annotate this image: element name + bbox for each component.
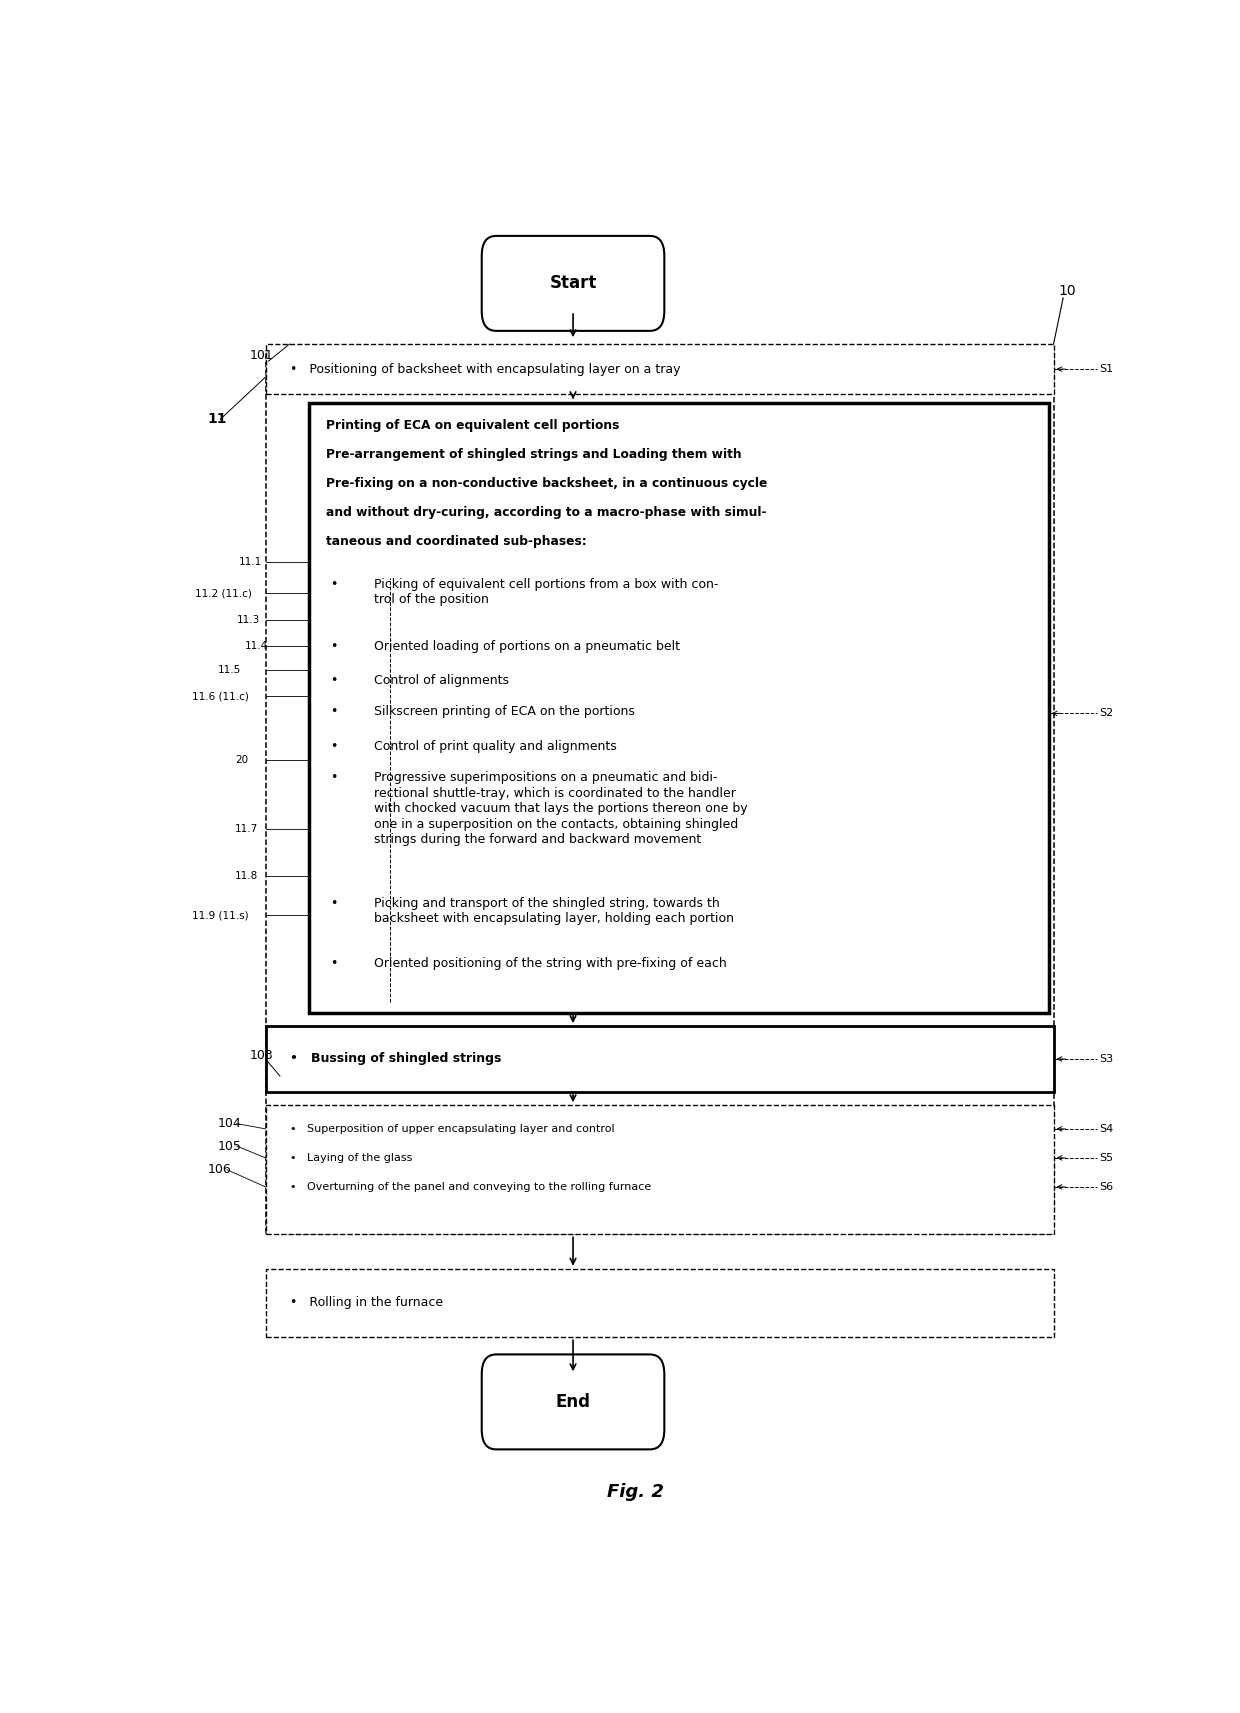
Text: Printing of ECA on equivalent cell portions: Printing of ECA on equivalent cell porti… (326, 420, 620, 432)
Text: Fig. 2: Fig. 2 (608, 1482, 663, 1501)
Text: •: • (330, 706, 337, 718)
Bar (265, 1105, 1054, 1235)
Text: 11.2 (11.c): 11.2 (11.c) (196, 588, 252, 598)
Text: 11.1: 11.1 (238, 557, 262, 567)
Text: 11.3: 11.3 (237, 615, 260, 625)
Text: 104: 104 (217, 1117, 242, 1131)
Text: 106: 106 (208, 1163, 232, 1177)
Text: S6: S6 (1100, 1182, 1114, 1192)
Text: •: • (330, 740, 337, 752)
Text: •   Rolling in the furnace: • Rolling in the furnace (290, 1297, 443, 1309)
Bar (265, 1026, 1054, 1091)
Text: •: • (330, 577, 337, 591)
Text: S3: S3 (1100, 1053, 1114, 1064)
Text: Pre-fixing on a non-conductive backsheet, in a continuous cycle: Pre-fixing on a non-conductive backsheet… (326, 478, 768, 490)
FancyBboxPatch shape (481, 236, 665, 331)
Text: •   Positioning of backsheet with encapsulating layer on a tray: • Positioning of backsheet with encapsul… (290, 363, 680, 375)
Text: S2: S2 (1100, 709, 1114, 718)
Text: 11.9 (11.s): 11.9 (11.s) (191, 910, 248, 920)
FancyBboxPatch shape (481, 1355, 665, 1449)
Text: S1: S1 (1100, 365, 1114, 373)
Text: •: • (330, 639, 337, 653)
Bar (265, 344, 1054, 394)
Text: Pre-arrangement of shingled strings and Loading them with: Pre-arrangement of shingled strings and … (326, 449, 742, 461)
Text: 103: 103 (249, 1048, 273, 1062)
Text: S5: S5 (1100, 1153, 1114, 1163)
Text: Picking and transport of the shingled string, towards th
backsheet with encapsul: Picking and transport of the shingled st… (374, 896, 734, 925)
Text: 11: 11 (208, 413, 227, 427)
Bar (265, 1269, 1054, 1338)
Text: 20: 20 (234, 754, 248, 764)
Bar (309, 403, 1049, 1012)
Text: End: End (556, 1393, 590, 1412)
Text: 11.7: 11.7 (234, 824, 258, 834)
Text: taneous and coordinated sub-phases:: taneous and coordinated sub-phases: (326, 534, 587, 548)
Text: •: • (330, 771, 337, 785)
Text: and without dry-curing, according to a macro-phase with simul-: and without dry-curing, according to a m… (326, 507, 766, 519)
Text: •: • (330, 673, 337, 687)
Text: 105: 105 (217, 1139, 242, 1153)
Text: 11.4: 11.4 (244, 641, 268, 651)
Bar (265, 351, 1054, 1235)
Text: 101: 101 (249, 349, 273, 363)
Text: S4: S4 (1100, 1124, 1114, 1134)
Text: Oriented loading of portions on a pneumatic belt: Oriented loading of portions on a pneuma… (374, 639, 680, 653)
Text: Progressive superimpositions on a pneumatic and bidi-
rectional shuttle-tray, wh: Progressive superimpositions on a pneuma… (374, 771, 748, 846)
Text: 11.8: 11.8 (234, 870, 258, 880)
Text: •: • (330, 896, 337, 910)
Text: •   Overturning of the panel and conveying to the rolling furnace: • Overturning of the panel and conveying… (290, 1182, 651, 1192)
Text: •   Laying of the glass: • Laying of the glass (290, 1153, 412, 1163)
Text: Control of print quality and alignments: Control of print quality and alignments (374, 740, 616, 752)
Text: Start: Start (549, 274, 596, 293)
Text: •   Superposition of upper encapsulating layer and control: • Superposition of upper encapsulating l… (290, 1124, 614, 1134)
Text: 10: 10 (1058, 284, 1076, 298)
Text: Control of alignments: Control of alignments (374, 673, 510, 687)
Text: Oriented positioning of the string with pre-fixing of each: Oriented positioning of the string with … (374, 958, 727, 970)
Text: •   Bussing of shingled strings: • Bussing of shingled strings (290, 1052, 501, 1065)
Text: Silkscreen printing of ECA on the portions: Silkscreen printing of ECA on the portio… (374, 706, 635, 718)
Text: Picking of equivalent cell portions from a box with con-
trol of the position: Picking of equivalent cell portions from… (374, 577, 718, 606)
Text: •: • (330, 958, 337, 970)
Text: 11.6 (11.c): 11.6 (11.c) (191, 692, 248, 701)
Text: 11.5: 11.5 (217, 665, 241, 675)
